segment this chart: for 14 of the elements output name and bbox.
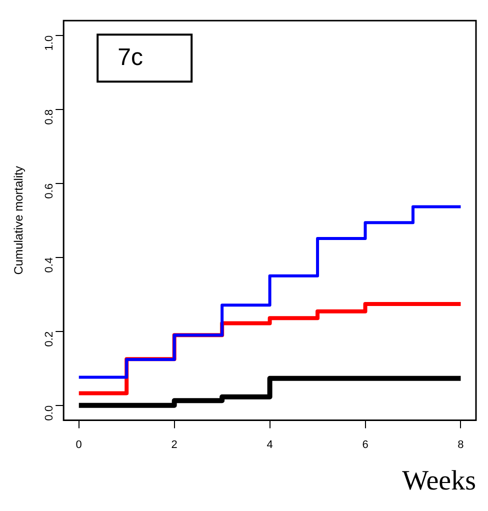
x-tick-label: 0 — [76, 438, 82, 451]
y-tick-label: 0.6 — [44, 183, 56, 199]
x-tick-label: 4 — [266, 438, 273, 451]
y-tick-label: 0.8 — [44, 109, 56, 125]
y-tick-label: 0.0 — [44, 405, 56, 421]
annotation: 7c — [118, 44, 143, 72]
y-axis-title: Cumulative mortality — [12, 166, 26, 275]
y-tick-label: 0.4 — [44, 257, 56, 273]
x-tick-label: 8 — [458, 438, 464, 451]
y-tick-label: 1.0 — [44, 35, 56, 51]
x-tick-label: 6 — [362, 438, 368, 451]
x-tick-label: 2 — [171, 438, 178, 451]
x-axis-title: Weeks — [402, 466, 476, 497]
y-tick-label: 0.2 — [44, 331, 56, 347]
